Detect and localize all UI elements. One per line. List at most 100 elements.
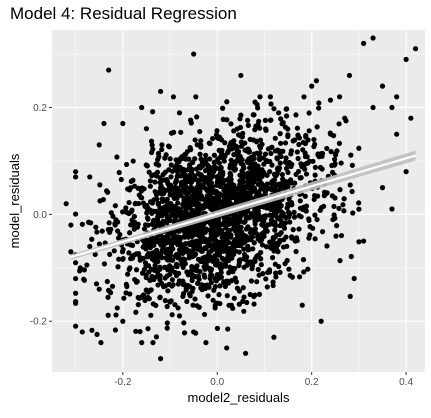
data-point bbox=[189, 263, 195, 270]
data-point bbox=[137, 257, 143, 263]
data-point bbox=[215, 246, 221, 252]
data-point bbox=[130, 158, 136, 164]
data-point bbox=[252, 215, 258, 221]
data-point bbox=[315, 193, 321, 199]
data-point bbox=[179, 156, 185, 162]
data-point bbox=[297, 175, 303, 181]
data-point bbox=[202, 168, 209, 174]
data-point bbox=[333, 233, 339, 239]
data-point bbox=[265, 222, 271, 228]
data-point bbox=[258, 167, 264, 173]
data-point bbox=[258, 216, 264, 222]
data-point bbox=[256, 272, 262, 278]
data-point bbox=[236, 249, 242, 255]
data-point bbox=[283, 165, 290, 172]
data-point bbox=[282, 261, 288, 267]
data-point bbox=[167, 203, 173, 209]
data-point bbox=[304, 160, 310, 166]
data-point bbox=[252, 206, 258, 212]
data-point bbox=[141, 295, 147, 301]
data-point bbox=[183, 233, 189, 239]
data-point bbox=[156, 154, 162, 160]
data-point bbox=[250, 246, 256, 252]
data-point bbox=[255, 163, 261, 169]
data-point bbox=[302, 166, 308, 172]
data-point bbox=[236, 228, 242, 234]
data-point bbox=[255, 234, 261, 240]
data-point bbox=[252, 221, 258, 227]
data-point bbox=[285, 184, 291, 190]
data-point bbox=[254, 279, 260, 285]
data-point bbox=[312, 236, 318, 242]
data-point bbox=[116, 169, 122, 176]
data-point bbox=[222, 153, 228, 159]
data-point bbox=[327, 131, 334, 137]
data-point bbox=[236, 198, 242, 204]
data-point bbox=[294, 125, 301, 131]
data-point bbox=[332, 195, 338, 201]
data-point bbox=[216, 160, 222, 166]
data-point bbox=[227, 264, 233, 270]
data-point bbox=[204, 203, 210, 209]
data-point bbox=[144, 202, 150, 209]
data-point bbox=[187, 178, 193, 185]
data-point bbox=[173, 235, 179, 241]
data-point bbox=[184, 247, 190, 253]
data-point bbox=[282, 140, 289, 146]
data-point bbox=[101, 120, 107, 127]
data-point bbox=[137, 328, 143, 335]
data-point bbox=[185, 272, 191, 278]
data-point bbox=[206, 265, 212, 271]
data-point bbox=[180, 293, 186, 299]
data-point bbox=[188, 201, 195, 207]
data-point bbox=[101, 261, 108, 267]
data-point bbox=[216, 200, 222, 206]
data-point bbox=[207, 275, 213, 282]
data-point bbox=[267, 186, 273, 192]
data-point bbox=[270, 282, 276, 289]
data-point bbox=[81, 267, 87, 273]
data-point bbox=[108, 226, 114, 232]
data-point bbox=[157, 273, 163, 279]
data-point bbox=[198, 138, 204, 144]
data-point bbox=[231, 152, 237, 158]
data-point bbox=[224, 345, 230, 351]
data-point bbox=[174, 264, 180, 270]
data-point bbox=[321, 203, 327, 209]
data-point bbox=[73, 323, 79, 329]
data-point bbox=[221, 237, 227, 244]
data-point bbox=[248, 195, 254, 201]
data-point bbox=[247, 136, 253, 142]
data-point bbox=[276, 263, 282, 270]
data-point bbox=[209, 135, 216, 142]
data-point bbox=[180, 166, 186, 172]
data-point bbox=[147, 277, 153, 283]
data-point bbox=[112, 327, 118, 333]
data-point bbox=[143, 272, 149, 278]
data-point bbox=[255, 122, 261, 128]
data-point bbox=[181, 330, 188, 336]
data-point bbox=[210, 297, 216, 303]
data-point bbox=[351, 275, 357, 282]
data-point bbox=[263, 244, 270, 250]
data-point bbox=[241, 171, 248, 177]
data-point bbox=[241, 246, 247, 252]
data-point bbox=[191, 329, 197, 335]
data-point bbox=[240, 164, 247, 170]
data-point bbox=[175, 200, 181, 206]
data-point bbox=[273, 274, 279, 280]
data-point bbox=[245, 117, 251, 123]
data-point bbox=[202, 266, 208, 272]
data-point bbox=[196, 171, 202, 177]
data-point bbox=[184, 210, 191, 217]
data-point bbox=[190, 302, 196, 308]
data-point bbox=[229, 188, 235, 194]
data-point bbox=[192, 156, 198, 162]
data-point bbox=[240, 298, 246, 304]
data-point bbox=[183, 184, 189, 190]
points-layer bbox=[63, 35, 419, 362]
data-point bbox=[219, 255, 225, 261]
data-point bbox=[245, 122, 251, 128]
data-point bbox=[246, 235, 253, 241]
data-point bbox=[254, 150, 260, 156]
